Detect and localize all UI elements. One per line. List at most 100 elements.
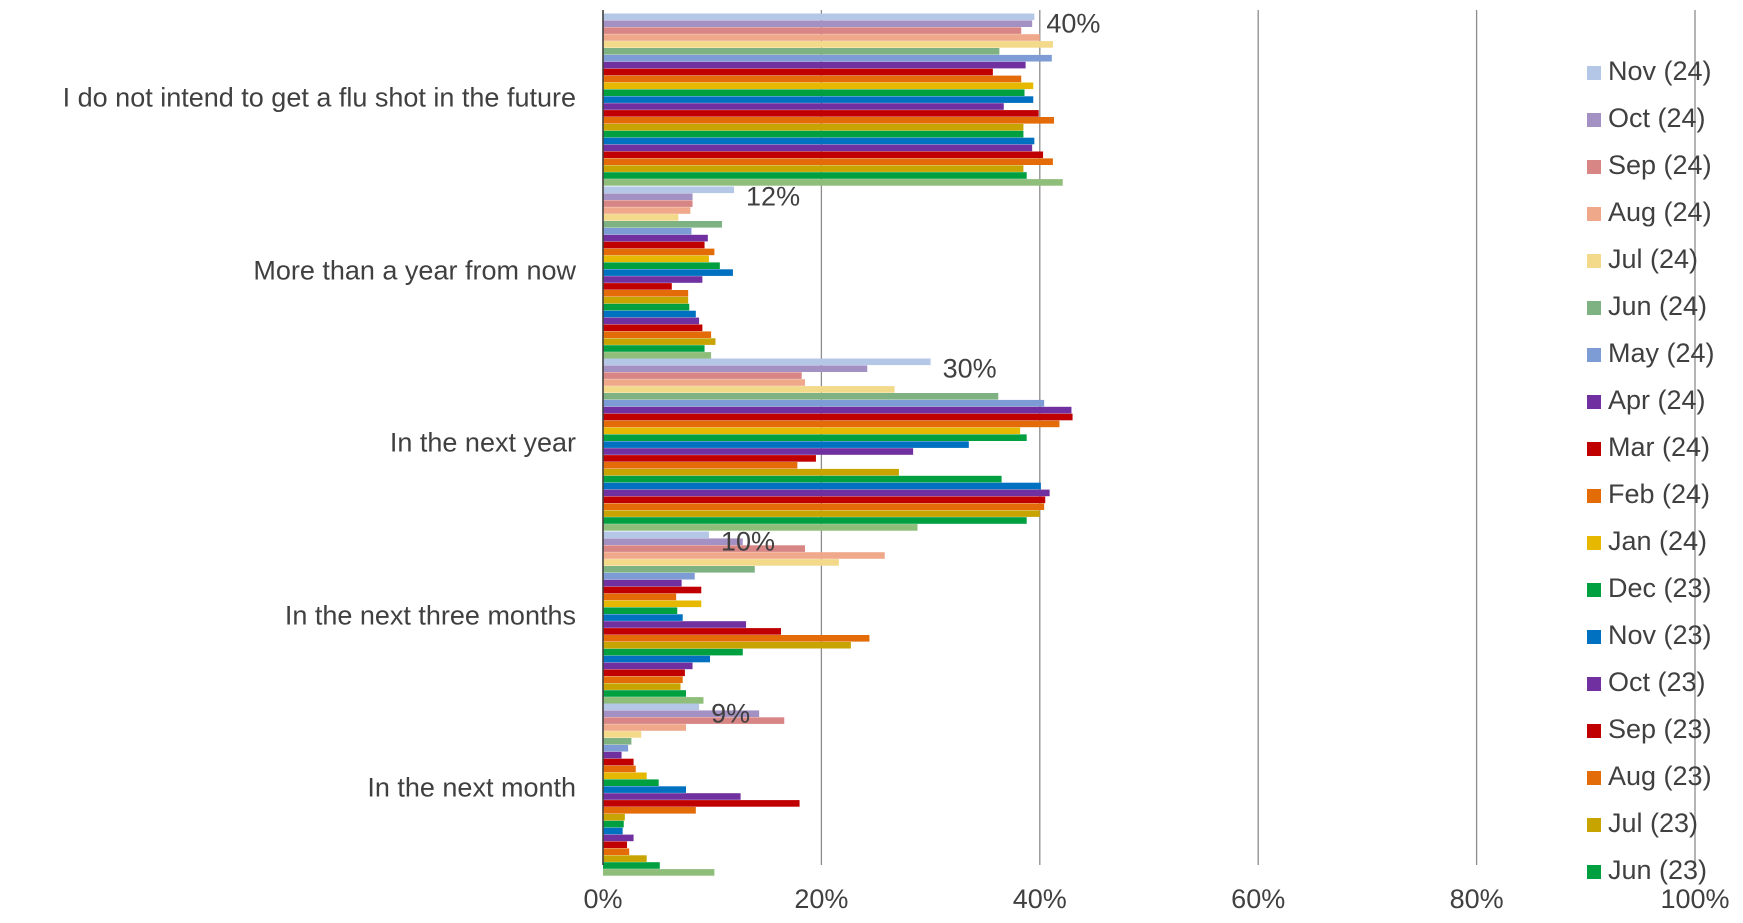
bar-1-dec-22 xyxy=(603,172,1027,179)
bar-2-feb-23 xyxy=(603,331,712,338)
legend-label: Apr (24) xyxy=(1608,385,1706,415)
bar-3-jan-24 xyxy=(603,427,1021,435)
bar-4-aug-23 xyxy=(603,635,870,642)
legend-label: Oct (24) xyxy=(1608,103,1706,133)
bar-2-oct-24 xyxy=(603,193,693,200)
bar-5-sep-23 xyxy=(603,800,800,807)
bar-4-nov-24 xyxy=(603,531,709,539)
bar-3-aug-23 xyxy=(603,462,798,469)
bar-5-sep-24 xyxy=(603,717,785,724)
legend-swatch xyxy=(1587,113,1601,127)
bar-1-jan-24 xyxy=(603,82,1034,90)
bar-2-jul-23 xyxy=(603,296,689,304)
bar-2-jul-24 xyxy=(603,214,679,221)
category-label: More than a year from now xyxy=(253,256,576,286)
bar-2-sep-24 xyxy=(603,200,693,207)
bar-2-oct-23 xyxy=(603,276,703,283)
bar-5-nov-24 xyxy=(603,703,700,711)
bar-2-dec-23 xyxy=(603,262,720,269)
x-tick-label: 60% xyxy=(1231,884,1285,914)
bar-1-jul-24 xyxy=(603,41,1053,48)
bar-1-feb-24 xyxy=(603,75,1022,83)
legend-label: May (24) xyxy=(1608,338,1715,368)
data-label: 40% xyxy=(1046,9,1100,39)
bar-5-dec-22 xyxy=(603,862,660,869)
bar-4-sep-23 xyxy=(603,628,781,635)
bar-1-may-23 xyxy=(603,137,1035,145)
bar-3-nov-22 xyxy=(603,524,918,531)
bar-4-jun-24 xyxy=(603,566,755,573)
bar-2-apr-24 xyxy=(603,234,708,242)
bar-2-jan-23 xyxy=(603,338,716,345)
bar-3-sep-24 xyxy=(603,372,802,379)
bar-1-aug-23 xyxy=(603,117,1054,124)
bar-5-may-24 xyxy=(603,744,629,752)
bar-5-oct-23 xyxy=(603,793,741,800)
bar-1-jun-24 xyxy=(603,48,1000,55)
bar-3-aug-24 xyxy=(603,379,806,386)
legend-label: Oct (23) xyxy=(1608,667,1706,697)
bar-3-oct-24 xyxy=(603,365,868,372)
bar-2-nov-24 xyxy=(603,186,735,194)
bar-4-may-23 xyxy=(603,655,711,663)
bar-5-aug-24 xyxy=(603,724,686,731)
bar-1-nov-24 xyxy=(603,13,1035,21)
legend-label: Jan (24) xyxy=(1608,526,1707,556)
x-tick-label: 40% xyxy=(1013,884,1067,914)
bar-2-aug-24 xyxy=(603,207,691,214)
bar-5-aug-23 xyxy=(603,807,696,814)
x-tick-label: 80% xyxy=(1450,884,1504,914)
x-tick-label: 20% xyxy=(794,884,848,914)
bar-3-dec-23 xyxy=(603,434,1027,441)
legend-swatch xyxy=(1587,865,1601,879)
x-tick-label: 0% xyxy=(583,884,622,914)
bar-2-sep-23 xyxy=(603,283,672,290)
bar-3-dec-22 xyxy=(603,517,1027,524)
bar-5-mar-23 xyxy=(603,841,628,849)
bar-5-mar-24 xyxy=(603,758,634,766)
bar-3-apr-23 xyxy=(603,489,1050,497)
legend-label: Jul (24) xyxy=(1608,244,1698,274)
bar-2-apr-23 xyxy=(603,317,700,325)
bar-4-oct-24 xyxy=(603,538,743,545)
bar-1-nov-23 xyxy=(603,96,1034,103)
legend-swatch xyxy=(1587,630,1601,644)
legend-swatch xyxy=(1587,818,1601,832)
data-labels: 40% 12% 30% 10% 9% xyxy=(711,9,1100,729)
category-label: I do not intend to get a flu shot in the… xyxy=(63,83,576,113)
x-tick-label: 100% xyxy=(1660,884,1729,914)
data-label: 30% xyxy=(943,354,997,384)
legend-label: Jul (23) xyxy=(1608,808,1698,838)
bar-5-oct-24 xyxy=(603,710,760,717)
bar-5-apr-23 xyxy=(603,834,634,842)
bar-4-jul-24 xyxy=(603,559,839,566)
bar-1-aug-24 xyxy=(603,34,1040,41)
bar-3-may-24 xyxy=(603,399,1045,407)
bar-4-jan-24 xyxy=(603,600,702,608)
bar-3-apr-24 xyxy=(603,406,1072,414)
legend-swatch xyxy=(1587,489,1601,503)
legend-swatch xyxy=(1587,677,1601,691)
bar-5-jul-24 xyxy=(603,731,642,738)
bar-4-oct-23 xyxy=(603,621,747,628)
legend-label: Nov (23) xyxy=(1608,620,1712,650)
legend-swatch xyxy=(1587,254,1601,268)
legend-swatch xyxy=(1587,207,1601,221)
bar-4-feb-23 xyxy=(603,676,683,683)
category-label: In the next year xyxy=(390,428,576,458)
category-label: In the next three months xyxy=(285,601,576,631)
bar-2-nov-23 xyxy=(603,269,733,276)
bar-4-mar-23 xyxy=(603,669,685,677)
bar-4-jan-23 xyxy=(603,683,681,690)
legend-swatch xyxy=(1587,66,1601,80)
bar-1-dec-23 xyxy=(603,89,1025,96)
bar-4-feb-24 xyxy=(603,593,677,601)
legend-label: Mar (24) xyxy=(1608,432,1710,462)
legend-swatch xyxy=(1587,724,1601,738)
data-label: 9% xyxy=(711,699,750,729)
legend-label: Sep (24) xyxy=(1608,150,1712,180)
legend-label: Nov (24) xyxy=(1608,56,1712,86)
category-label: In the next month xyxy=(367,773,576,803)
bar-1-feb-23 xyxy=(603,158,1053,165)
